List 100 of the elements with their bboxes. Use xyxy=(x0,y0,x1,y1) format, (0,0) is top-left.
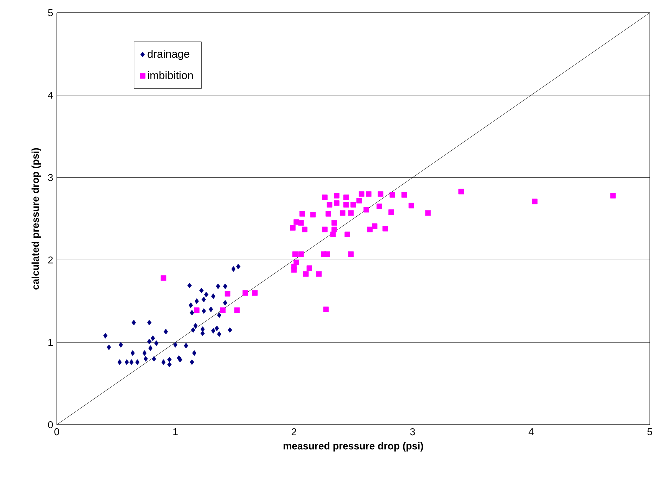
point xyxy=(194,308,200,314)
point xyxy=(148,346,153,352)
point xyxy=(291,264,297,270)
point xyxy=(340,210,346,216)
point xyxy=(147,338,152,345)
point xyxy=(234,308,240,314)
y-axis-title: calculated pressure drop (psi) xyxy=(32,148,42,290)
point xyxy=(350,202,356,208)
point xyxy=(168,362,172,368)
point xyxy=(298,220,304,226)
point xyxy=(408,203,414,209)
point xyxy=(150,336,156,342)
point xyxy=(390,192,396,198)
point xyxy=(214,326,220,332)
y-tick-label: 3 xyxy=(48,174,54,182)
point xyxy=(107,344,112,350)
x-tick-label: 5 xyxy=(648,428,652,436)
point xyxy=(310,212,316,218)
y-tick-label: 4 xyxy=(48,92,54,99)
point xyxy=(344,232,350,238)
point xyxy=(217,332,222,338)
point xyxy=(356,198,362,204)
point xyxy=(200,330,206,336)
x-tick-label: 0 xyxy=(54,428,60,436)
point xyxy=(190,310,194,316)
point xyxy=(322,226,328,232)
point xyxy=(204,292,209,298)
point xyxy=(118,342,124,348)
point xyxy=(378,191,384,198)
x-axis-title: measured pressure drop (psi) xyxy=(284,442,424,452)
point xyxy=(323,306,330,312)
point xyxy=(223,300,228,306)
point xyxy=(124,360,130,366)
point xyxy=(326,202,333,208)
point xyxy=(164,329,168,335)
y-tick-label: 5 xyxy=(48,10,54,16)
y-tick-label: 1 xyxy=(48,339,53,346)
point xyxy=(236,264,241,270)
legend-label: imbibition xyxy=(148,71,194,80)
point xyxy=(200,326,206,332)
point xyxy=(326,211,332,217)
legend-label: drainage xyxy=(148,50,190,60)
point xyxy=(332,220,338,226)
point xyxy=(376,204,382,210)
point xyxy=(188,302,194,308)
point xyxy=(300,211,306,217)
point xyxy=(216,284,220,290)
point xyxy=(425,210,432,216)
point xyxy=(294,220,300,226)
point xyxy=(194,323,198,329)
point xyxy=(316,271,322,277)
point xyxy=(173,342,178,348)
point xyxy=(152,356,156,362)
x-tick-label: 1 xyxy=(174,428,178,436)
point xyxy=(324,252,330,258)
point xyxy=(162,360,166,366)
point xyxy=(334,200,340,206)
point xyxy=(402,192,408,198)
point xyxy=(332,226,338,232)
point xyxy=(303,271,309,277)
point xyxy=(224,291,231,297)
point xyxy=(118,360,122,366)
point xyxy=(217,312,222,318)
point xyxy=(202,296,206,303)
point xyxy=(147,320,152,326)
y-tick-label: 0 xyxy=(48,421,54,429)
point xyxy=(211,294,216,300)
x-tick-label: 4 xyxy=(528,428,534,436)
point xyxy=(130,350,136,356)
point xyxy=(458,189,464,195)
point xyxy=(372,224,378,230)
point xyxy=(348,210,354,216)
point xyxy=(132,320,136,326)
point xyxy=(532,198,538,204)
point xyxy=(330,232,336,238)
point xyxy=(209,306,214,312)
point xyxy=(136,360,140,366)
point xyxy=(610,193,616,199)
point xyxy=(344,194,350,200)
point xyxy=(252,290,258,296)
point xyxy=(191,327,196,334)
point xyxy=(160,276,167,282)
y-tick-label: 2 xyxy=(48,256,53,264)
point xyxy=(168,357,172,363)
point xyxy=(344,202,350,208)
point xyxy=(348,252,354,258)
point xyxy=(359,191,365,198)
point xyxy=(366,191,372,198)
point xyxy=(388,210,394,216)
point xyxy=(184,343,188,349)
point xyxy=(142,350,147,356)
point xyxy=(223,284,228,290)
point xyxy=(220,308,226,314)
x-tick-label: 3 xyxy=(410,428,416,436)
point xyxy=(306,266,312,272)
point xyxy=(194,298,200,304)
point xyxy=(302,226,308,232)
point xyxy=(130,360,134,366)
point xyxy=(382,226,388,232)
point xyxy=(322,194,328,200)
